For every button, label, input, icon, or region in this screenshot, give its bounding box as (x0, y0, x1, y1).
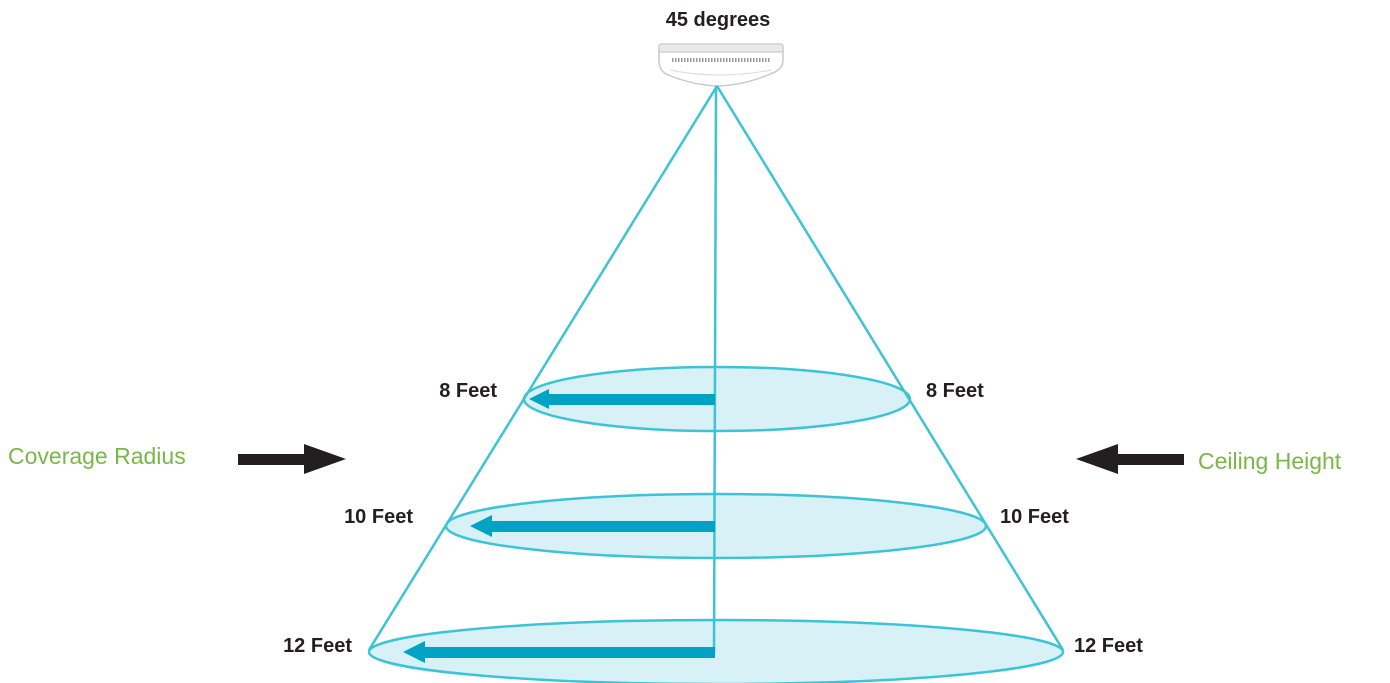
ceiling-sensor-icon (658, 43, 784, 87)
ceiling-height-label: Ceiling Height (1198, 448, 1342, 474)
radius-arrow-10ft (470, 515, 715, 537)
left-pointing-arrow-icon (1076, 444, 1184, 474)
coverage-radius-label: Coverage Radius (8, 443, 186, 469)
level-12ft-left-label: 12 Feet (283, 635, 352, 657)
level-10ft-left-label: 10 Feet (344, 506, 413, 528)
level-8ft-left-label: 8 Feet (439, 380, 497, 402)
cone-left-edge (367, 85, 719, 651)
level-12ft-right-label: 12 Feet (1074, 635, 1143, 657)
ceiling-height-axis (712, 85, 718, 653)
right-pointing-arrow-icon (238, 444, 346, 474)
level-10ft-right-label: 10 Feet (1000, 506, 1069, 528)
cone-right-edge (715, 85, 1065, 651)
angle-title: 45 degrees (666, 9, 771, 31)
level-8ft-right-label: 8 Feet (926, 380, 984, 402)
coverage-ellipse-12ft (367, 618, 1065, 683)
radius-arrow-12ft (403, 641, 715, 663)
radius-arrow-8ft (529, 389, 715, 409)
